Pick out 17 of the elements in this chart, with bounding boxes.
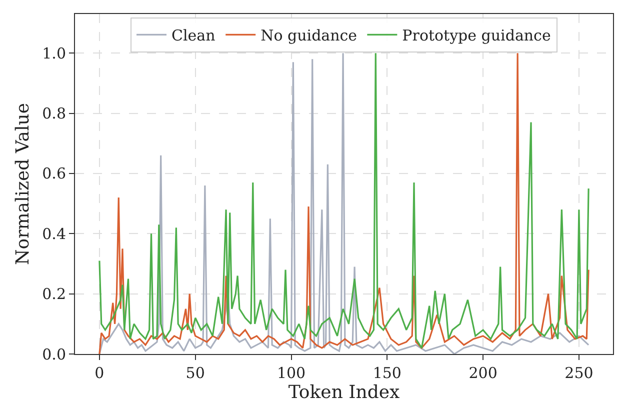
y-tick-label: 0.0: [42, 345, 66, 364]
y-tick-label: 0.2: [42, 285, 66, 304]
x-axis-title: Token Index: [288, 382, 400, 404]
y-tick-label: 0.8: [42, 104, 66, 123]
x-tick-label: 0: [94, 364, 104, 382]
x-tick-label: 200: [468, 364, 498, 382]
x-tick-label: 250: [564, 364, 594, 382]
legend-label: Prototype guidance: [402, 26, 551, 44]
y-tick-label: 1.0: [42, 44, 66, 62]
legend-label: Clean: [172, 26, 216, 44]
x-tick-label: 50: [186, 364, 205, 382]
y-tick-label: 0.4: [42, 224, 66, 243]
y-tick-label: 0.6: [42, 164, 66, 183]
x-tick-label: 100: [276, 364, 306, 382]
x-tick-label: 150: [372, 364, 402, 382]
y-axis-title: Normalized Value: [12, 103, 34, 265]
legend-label: No guidance: [260, 26, 358, 44]
